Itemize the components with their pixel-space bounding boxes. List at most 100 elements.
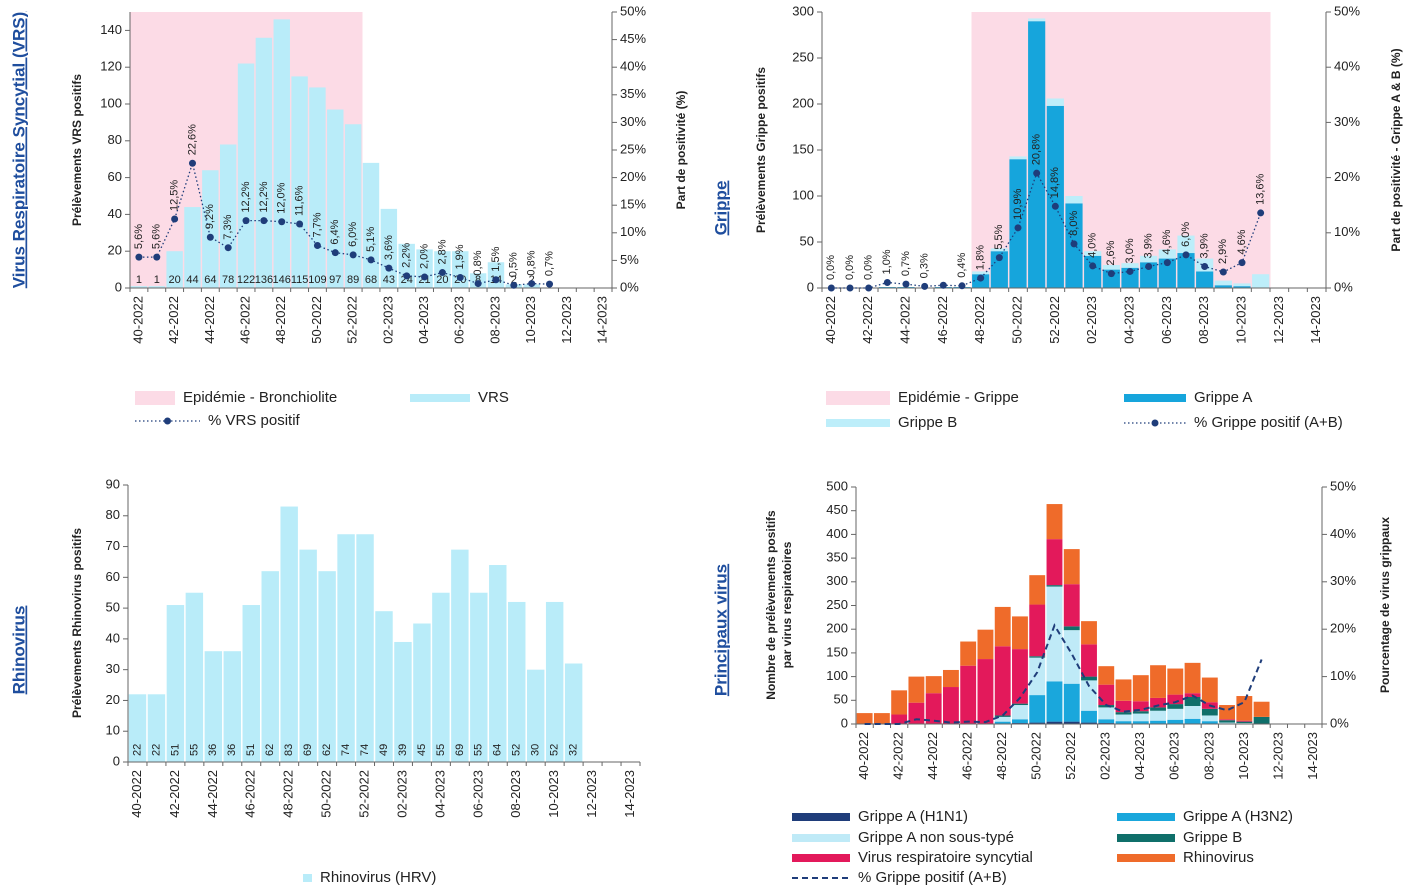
value-label: 22 xyxy=(131,744,143,756)
bar xyxy=(318,571,336,762)
legend-swatch xyxy=(1117,813,1175,821)
chart-title: Virus Respiratoire Syncytial (VRS) xyxy=(9,12,28,289)
x-tick-label: 04-2023 xyxy=(1132,732,1147,780)
y2-tick-label: 0% xyxy=(1334,279,1353,294)
marker xyxy=(1238,259,1246,267)
y-tick-label: 250 xyxy=(826,597,848,612)
marker xyxy=(977,274,985,282)
y-tick-label: 250 xyxy=(792,49,814,64)
value-label: 52 xyxy=(511,744,523,756)
x-tick-label: 14-2023 xyxy=(622,770,637,818)
bar xyxy=(1012,719,1028,724)
value-label: 43 xyxy=(383,274,395,286)
y-tick-label: 0 xyxy=(807,279,814,294)
bar xyxy=(394,641,412,762)
bar xyxy=(1158,249,1176,259)
epidemic-band xyxy=(147,12,167,288)
value-label: 11,6% xyxy=(293,185,305,216)
bar xyxy=(452,251,469,288)
bar xyxy=(1081,621,1097,645)
x-tick-label: 42-2022 xyxy=(891,732,906,780)
value-label: 8,0% xyxy=(1068,211,1080,236)
value-label: 20,8% xyxy=(1031,134,1043,165)
bar xyxy=(977,629,994,660)
value-label: 146 xyxy=(273,274,291,286)
bar xyxy=(1150,665,1166,698)
legend-marker xyxy=(164,417,171,425)
bar xyxy=(130,286,148,288)
y-tick-label: 140 xyxy=(100,22,122,37)
axis-label: Prélèvements Grippe positifs xyxy=(754,67,768,233)
marker xyxy=(313,241,321,249)
value-label: 4,0% xyxy=(1087,233,1099,258)
value-label: 20 xyxy=(169,274,181,286)
y-tick-label: 20 xyxy=(108,243,122,258)
bar xyxy=(960,665,977,724)
x-tick-label: 50-2022 xyxy=(309,296,324,344)
value-label: 0,0% xyxy=(825,255,837,280)
bar xyxy=(255,37,273,289)
marker xyxy=(939,281,947,289)
marker xyxy=(1219,268,1227,276)
x-tick-label: 46-2022 xyxy=(960,732,975,780)
value-label: 3,9% xyxy=(1143,233,1155,258)
marker xyxy=(846,284,854,292)
value-label: 20 xyxy=(436,274,448,286)
value-label: 1,0% xyxy=(881,249,893,274)
y-tick-label: 40 xyxy=(106,630,120,645)
y-tick-label: 60 xyxy=(108,169,122,184)
bar xyxy=(148,286,165,288)
bar xyxy=(1081,680,1097,711)
bar xyxy=(1236,720,1253,722)
x-tick-label: 46-2022 xyxy=(237,296,252,344)
bar xyxy=(1029,575,1046,605)
x-tick-label: 40-2022 xyxy=(129,770,144,818)
x-tick-label: 52-2022 xyxy=(356,770,371,818)
bar xyxy=(1046,105,1064,288)
bar xyxy=(1029,604,1046,657)
bar xyxy=(1132,675,1149,702)
value-label: 0,5% xyxy=(508,252,520,277)
marker xyxy=(1070,240,1078,248)
bar xyxy=(1132,713,1149,722)
x-tick-label: 08-2023 xyxy=(1196,296,1211,344)
bar xyxy=(994,606,1011,647)
bar xyxy=(856,713,873,724)
epidemic-band xyxy=(1176,12,1196,288)
x-tick-label: 12-2023 xyxy=(584,770,599,818)
bar xyxy=(1028,18,1046,22)
bar xyxy=(891,714,908,724)
marker xyxy=(1089,262,1097,270)
value-label: 44 xyxy=(186,274,198,286)
bar xyxy=(1167,719,1184,724)
bar xyxy=(508,601,526,762)
legend-label: % Grippe positif (A+B) xyxy=(858,869,1007,886)
marker xyxy=(1014,224,1022,232)
value-label: 62 xyxy=(264,744,276,756)
bar xyxy=(1201,721,1218,724)
bar xyxy=(1012,705,1028,720)
marker xyxy=(865,284,873,292)
bar xyxy=(1046,681,1063,722)
marker xyxy=(153,253,161,261)
y2-tick-label: 40% xyxy=(1334,59,1360,74)
bar xyxy=(1115,714,1132,722)
value-label: 5,1% xyxy=(365,227,377,252)
marker xyxy=(135,253,143,261)
x-tick-label: 10-2023 xyxy=(1233,296,1248,344)
bar xyxy=(344,124,362,289)
bar xyxy=(327,109,344,289)
x-tick-label: 02-2023 xyxy=(1084,296,1099,344)
bar xyxy=(1132,721,1149,724)
x-tick-label: 04-2023 xyxy=(1121,296,1136,344)
bar xyxy=(1184,696,1201,706)
bar xyxy=(166,605,185,762)
bar xyxy=(1201,708,1218,716)
value-label: 74 xyxy=(340,744,352,756)
marker xyxy=(260,217,268,225)
value-label: 49 xyxy=(378,744,390,756)
value-label: 2,2% xyxy=(401,243,413,268)
y-tick-label: 120 xyxy=(100,59,122,74)
bar xyxy=(1167,708,1184,720)
bar xyxy=(1012,649,1028,704)
